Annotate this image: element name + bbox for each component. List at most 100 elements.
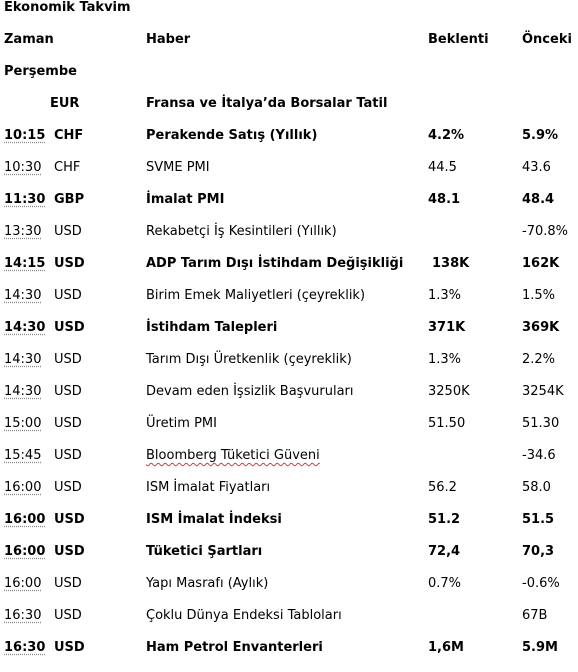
table-row: 16:00 USD Yapı Masrafı (Aylık) 0.7% -0.6% [0, 576, 578, 608]
news-cell: Tüketici Şartları [146, 544, 263, 559]
news-cell: Perakende Satış (Yıllık) [146, 128, 318, 143]
previous-cell: 67B [522, 608, 548, 623]
news-cell: Rekabetçi İş Kesintileri (Yıllık) [146, 224, 337, 239]
expected-cell: 138K [432, 256, 470, 271]
previous-cell: 3254K [522, 384, 564, 399]
table-row: 16:00 USD ISM İmalat İndeksi 51.2 51.5 [0, 512, 578, 544]
expected-cell: 3250K [428, 384, 470, 399]
currency-cell: CHF [54, 160, 81, 175]
currency-cell: USD [54, 576, 82, 591]
previous-cell: 58.0 [522, 480, 551, 495]
table-row: 14:15 USD ADP Tarım Dışı İstihdam Değişikl… [0, 256, 578, 288]
page-title: Ekonomik Takvim [4, 0, 131, 15]
time-cell: 14:30 [4, 288, 42, 303]
expected-cell: 4.2% [428, 128, 465, 143]
previous-cell: 70,3 [522, 544, 555, 559]
previous-cell: -34.6 [522, 448, 556, 463]
currency-cell: USD [54, 512, 85, 527]
currency-cell: USD [54, 224, 82, 239]
news-cell: Tarım Dışı Üretkenlik (çeyreklik) [146, 352, 352, 367]
previous-cell: 369K [522, 320, 560, 335]
currency-cell: USD [54, 480, 82, 495]
previous-cell: 5.9M [522, 640, 558, 655]
time-cell: 16:00 [4, 544, 46, 559]
news-cell: ISM İmalat İndeksi [146, 512, 282, 527]
header-news: Haber [146, 32, 191, 47]
time-cell: 16:00 [4, 480, 42, 495]
news-cell: ADP Tarım Dışı İstihdam Değişikliği [146, 256, 404, 271]
expected-cell: 1.3% [428, 352, 462, 367]
previous-cell: 43.6 [522, 160, 551, 175]
news-cell: İstihdam Talepleri [146, 320, 278, 335]
time-cell: 10:15 [4, 128, 46, 143]
table-row: 14:30 USD İstihdam Talepleri 371K 369K [0, 320, 578, 352]
currency-cell: USD [54, 320, 85, 335]
currency-cell: CHF [54, 128, 84, 143]
news-cell: SVME PMI [146, 160, 210, 175]
news-cell: Bloomberg Tüketici Güveni [146, 448, 320, 463]
table-row: 10:30 CHF SVME PMI 44.5 43.6 [0, 160, 578, 192]
currency-cell: USD [54, 256, 85, 271]
expected-cell: 44.5 [428, 160, 457, 175]
expected-cell: 48.1 [428, 192, 461, 207]
expected-cell: 51.50 [428, 416, 466, 431]
previous-cell: 162K [522, 256, 560, 271]
currency-cell: USD [54, 608, 82, 623]
time-cell: 15:00 [4, 416, 42, 431]
previous-cell: 2.2% [522, 352, 556, 367]
time-cell: 11:30 [4, 192, 46, 207]
news-cell: Ham Petrol Envanterleri [146, 640, 323, 655]
header-time: Zaman [4, 32, 54, 47]
expected-cell: 1.3% [428, 288, 462, 303]
currency-cell: USD [54, 416, 82, 431]
time-cell: 14:30 [4, 384, 42, 399]
header-previous: Önceki [522, 32, 572, 47]
holiday-text: Fransa ve İtalya’da Borsalar Tatil [146, 96, 388, 111]
news-cell: Çoklu Dünya Endeksi Tabloları [146, 608, 342, 623]
currency-cell: USD [54, 640, 85, 655]
news-cell: Yapı Masrafı (Aylık) [146, 576, 269, 591]
currency-cell: USD [54, 384, 82, 399]
news-cell: Devam eden İşsizlik Başvuruları [146, 384, 354, 399]
previous-cell: 51.30 [522, 416, 560, 431]
previous-cell: 1.5% [522, 288, 556, 303]
time-cell: 16:00 [4, 512, 46, 527]
table-row: 16:00 USD ISM İmalat Fiyatları 56.2 58.0 [0, 480, 578, 512]
currency-cell: USD [54, 352, 82, 367]
expected-cell: 72,4 [428, 544, 461, 559]
table-row: 13:30 USD Rekabetçi İş Kesintileri (Yıllık… [0, 224, 578, 256]
table-row: 16:30 USD Çoklu Dünya Endeksi Tabloları 67B [0, 608, 578, 640]
expected-cell: 0.7% [428, 576, 462, 591]
holiday-currency: EUR [50, 96, 80, 111]
table-row: 14:30 USD Tarım Dışı Üretkenlik (çeyreklik… [0, 352, 578, 384]
news-cell: Birim Emek Maliyetleri (çeyreklik) [146, 288, 366, 303]
previous-cell: -70.8% [522, 224, 568, 239]
table-row: 14:30 USD Devam eden İşsizlik Başvuruları 3… [0, 384, 578, 416]
time-cell: 16:30 [4, 608, 42, 623]
table-row: 15:00 USD Üretim PMI 51.50 51.30 [0, 416, 578, 448]
expected-cell: 371K [428, 320, 466, 335]
currency-cell: GBP [54, 192, 85, 207]
currency-cell: USD [54, 448, 82, 463]
table-row: 15:45 USD Bloomberg Tüketici Güveni -34.6 [0, 448, 578, 480]
news-cell: Üretim PMI [146, 416, 217, 431]
table-row: 14:30 USD Birim Emek Maliyetleri (çeyrekli… [0, 288, 578, 320]
news-cell: ISM İmalat Fiyatları [146, 480, 271, 495]
time-cell: 14:30 [4, 352, 42, 367]
table-row: 16:30 USD Ham Petrol Envanterleri 1,6M 5.9M [0, 640, 578, 672]
time-cell: 16:30 [4, 640, 46, 655]
expected-cell: 51.2 [428, 512, 461, 527]
time-cell: 10:30 [4, 160, 42, 175]
time-cell: 14:30 [4, 320, 46, 335]
news-cell: İmalat PMI [146, 192, 225, 207]
time-cell: 16:00 [4, 576, 42, 591]
day-label: Perşembe [4, 64, 77, 79]
previous-cell: 5.9% [522, 128, 559, 143]
time-cell: 15:45 [4, 448, 42, 463]
table-row: 11:30 GBP İmalat PMI 48.1 48.4 [0, 192, 578, 224]
table-row: 16:00 USD Tüketici Şartları 72,4 70,3 [0, 544, 578, 576]
time-cell: 14:15 [4, 256, 46, 271]
currency-cell: USD [54, 544, 85, 559]
currency-cell: USD [54, 288, 82, 303]
previous-cell: 48.4 [522, 192, 555, 207]
